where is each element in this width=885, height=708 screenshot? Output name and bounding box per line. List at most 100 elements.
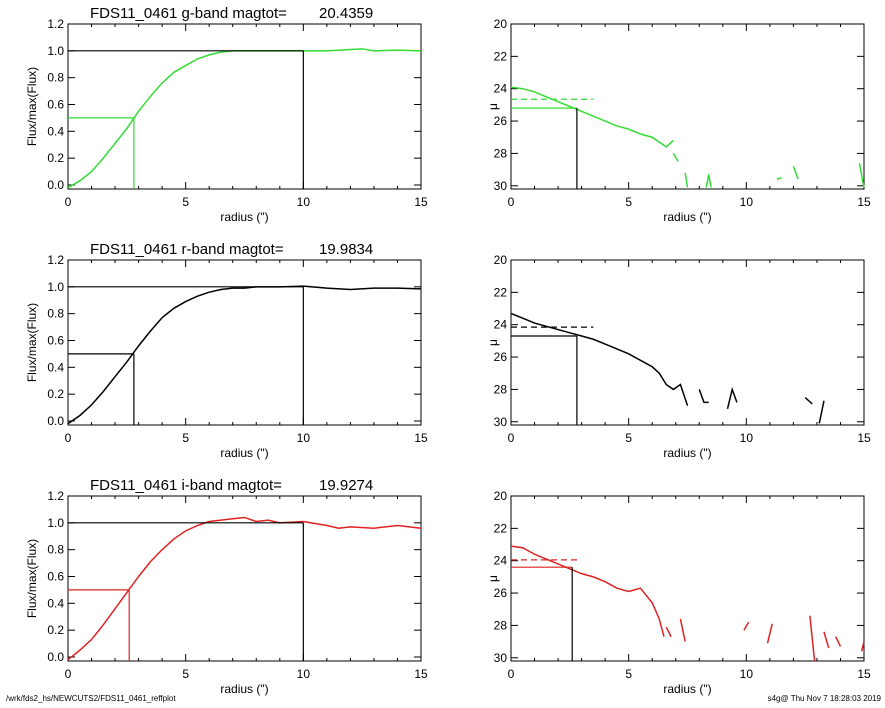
y-tick-label: 28 <box>494 146 508 160</box>
y-tick-label: 0.0 <box>47 414 64 428</box>
x-tick-label: 15 <box>857 431 871 445</box>
x-tick-label: 0 <box>65 431 72 445</box>
y-tick-label: 30 <box>494 415 508 429</box>
y-tick-label: 0.0 <box>47 650 64 664</box>
y-tick-label: 30 <box>494 651 508 665</box>
mu-profile-segment <box>858 162 865 188</box>
x-tick-label: 15 <box>414 431 428 445</box>
x-tick-label: 10 <box>297 195 311 209</box>
mu-profile-segment <box>860 641 865 652</box>
y-tick-label: 20 <box>494 489 508 503</box>
chart-title: FDS11_0461 g-band magtot= <box>90 5 287 22</box>
x-tick-label: 0 <box>65 667 72 681</box>
x-tick-label: 0 <box>508 667 515 681</box>
plot-frame <box>67 23 422 190</box>
x-tick-label: 5 <box>182 195 189 209</box>
y-tick-label: 20 <box>494 253 508 267</box>
y-tick-label: 24 <box>494 82 508 96</box>
y-tick-label: 22 <box>494 49 508 63</box>
x-tick-label: 5 <box>625 431 632 445</box>
y-tick-label: 1.0 <box>47 280 64 294</box>
x-axis-label: radius (") <box>220 446 268 460</box>
mu-profile-segment <box>705 174 712 188</box>
y-tick-label: 20 <box>494 17 508 31</box>
mu-profile-segment <box>823 631 830 649</box>
x-tick-label: 15 <box>414 667 428 681</box>
mu-profile-segment <box>684 172 689 188</box>
x-tick-label: 10 <box>740 195 754 209</box>
y-tick-label: 1.2 <box>47 253 64 267</box>
x-tick-label: 0 <box>508 431 515 445</box>
y-tick-label: 0.8 <box>47 71 64 85</box>
y-tick-label: 1.0 <box>47 44 64 58</box>
x-axis-label: radius (") <box>220 210 268 224</box>
growth-curve <box>67 48 422 189</box>
y-tick-label: 0.8 <box>47 543 64 557</box>
x-tick-label: 10 <box>297 667 311 681</box>
y-tick-label: 24 <box>494 554 508 568</box>
mu-profile-segment <box>510 312 689 406</box>
y-axis-label: Flux/max(Flux) <box>25 539 39 618</box>
x-axis-label: radius (") <box>663 210 711 224</box>
mu-profile-segment <box>726 386 738 410</box>
mu-profile-segment <box>776 176 782 181</box>
mu-profile-segment <box>835 636 842 647</box>
x-axis-label: radius (") <box>220 682 268 696</box>
y-tick-label: 0.4 <box>47 124 64 138</box>
x-axis-label: radius (") <box>663 446 711 460</box>
y-tick-label: 0.6 <box>47 333 64 347</box>
y-tick-label: 22 <box>494 285 508 299</box>
y-axis-label: μ <box>486 339 500 346</box>
panel-g-flux: FDS11_0461 g-band magtot= 20.4359 0 5 10 15 0.… <box>25 5 428 224</box>
plot-frame <box>67 259 422 426</box>
growth-curve <box>67 516 422 661</box>
x-tick-label: 15 <box>857 195 871 209</box>
magtot-value: 20.4359 <box>319 5 373 22</box>
y-tick-label: 0.2 <box>47 387 64 401</box>
mu-profile-segment <box>672 153 679 162</box>
panel-r-flux: FDS11_0461 r-band magtot= 19.9834 0 5 10 15 0.… <box>25 241 428 460</box>
y-tick-label: 1.2 <box>47 17 64 31</box>
magtot-value: 19.9274 <box>319 477 373 494</box>
x-tick-label: 5 <box>182 431 189 445</box>
y-tick-label: 1.2 <box>47 489 64 503</box>
x-tick-label: 10 <box>297 431 311 445</box>
mu-profile-segment <box>766 623 773 644</box>
y-tick-label: 30 <box>494 179 508 193</box>
mu-profile-segment <box>792 166 799 180</box>
y-tick-label: 0.2 <box>47 151 64 165</box>
y-axis-label: Flux/max(Flux) <box>25 67 39 146</box>
y-tick-label: 26 <box>494 586 508 600</box>
mu-profile-segment <box>510 86 674 148</box>
y-tick-label: 0.4 <box>47 360 64 374</box>
x-tick-label: 15 <box>414 195 428 209</box>
x-tick-label: 0 <box>65 195 72 209</box>
x-tick-label: 5 <box>182 667 189 681</box>
y-tick-label: 1.0 <box>47 516 64 530</box>
x-tick-label: 0 <box>508 195 515 209</box>
mu-profile-segment <box>818 400 825 424</box>
growth-curve <box>67 285 422 425</box>
mu-profile-segment <box>809 615 816 662</box>
y-tick-label: 22 <box>494 521 508 535</box>
plot-frame <box>67 495 422 662</box>
x-tick-label: 15 <box>857 667 871 681</box>
y-axis-label: Flux/max(Flux) <box>25 303 39 382</box>
y-tick-label: 26 <box>494 350 508 364</box>
mu-profile-segment <box>679 618 686 642</box>
magtot-value: 19.9834 <box>319 241 373 258</box>
y-tick-label: 24 <box>494 318 508 332</box>
plot-frame <box>510 23 865 190</box>
x-axis-label: radius (") <box>663 682 711 696</box>
y-tick-label: 0.6 <box>47 569 64 583</box>
y-tick-label: 0.4 <box>47 596 64 610</box>
mu-profile-segment <box>804 396 813 405</box>
x-tick-label: 10 <box>740 431 754 445</box>
y-tick-label: 0.6 <box>47 97 64 111</box>
y-tick-label: 0.8 <box>47 307 64 321</box>
y-axis-label: μ <box>486 103 500 110</box>
x-tick-label: 5 <box>625 195 632 209</box>
panel-i-flux: FDS11_0461 i-band magtot= 19.9274 0 5 10 15 0.… <box>25 477 428 696</box>
panel-i-mu: 0 5 10 15 20 22 24 26 28 30 radius (") μ <box>486 489 871 696</box>
